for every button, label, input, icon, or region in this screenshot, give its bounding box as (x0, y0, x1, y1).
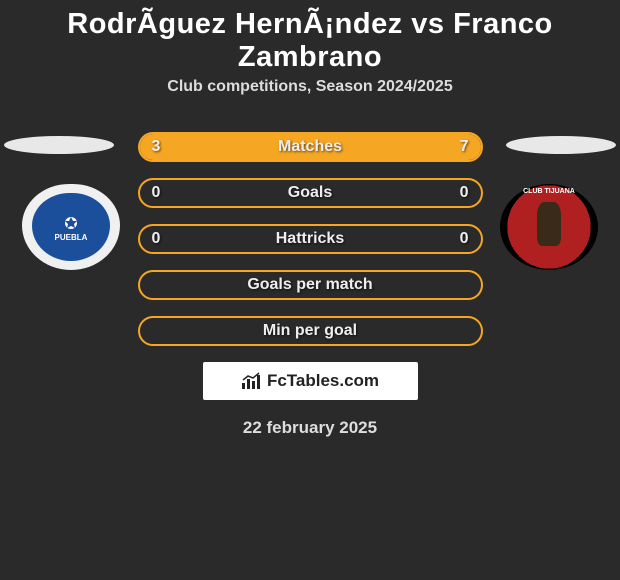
stat-bar: 00Hattricks (138, 224, 483, 254)
stat-label: Goals per match (140, 272, 481, 298)
fctables-badge[interactable]: FcTables.com (203, 362, 418, 400)
content-row: PUEBLA CLUB TIJUANA 37Matches 00Goals 00Ha… (0, 114, 620, 346)
chart-icon (241, 372, 263, 390)
page-title: RodrÃ­guez HernÃ¡ndez vs Franco Zambrano (0, 0, 620, 78)
club-logo-left: PUEBLA (22, 184, 120, 270)
player-avatar-left (4, 136, 114, 154)
fctables-text: FcTables.com (267, 371, 379, 391)
stat-label: Goals (140, 180, 481, 206)
player-avatar-right (506, 136, 616, 154)
dog-icon (537, 202, 561, 246)
stat-bar: 37Matches (138, 132, 483, 162)
stat-bar: 00Goals (138, 178, 483, 208)
stat-label: Matches (140, 134, 481, 160)
stat-label: Min per goal (140, 318, 481, 344)
stat-label: Hattricks (140, 226, 481, 252)
stats-list: 37Matches 00Goals 00Hattricks Goals per mat… (138, 114, 483, 346)
club-name-left: PUEBLA (55, 233, 88, 242)
club-logo-right: CLUB TIJUANA (500, 184, 598, 270)
stat-bar: Min per goal (138, 316, 483, 346)
comparison-card: RodrÃ­guez HernÃ¡ndez vs Franco Zambrano… (0, 0, 620, 438)
stat-bar: Goals per match (138, 270, 483, 300)
comparison-date: 22 february 2025 (0, 400, 620, 438)
page-subtitle: Club competitions, Season 2024/2025 (0, 78, 620, 114)
